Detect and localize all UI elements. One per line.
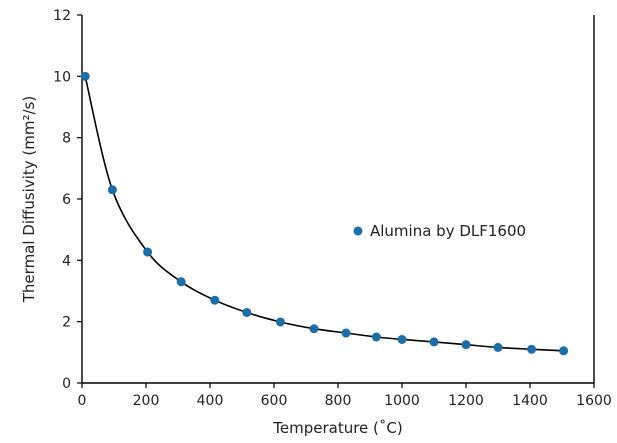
- x-tick-label: 1400: [512, 393, 548, 409]
- x-axis-title: Temperature (˚C): [272, 419, 402, 437]
- axes-layer: [81, 15, 595, 384]
- x-tick-label: 400: [197, 393, 224, 409]
- data-point: [559, 346, 569, 356]
- data-points-layer: [80, 71, 569, 356]
- fit-line-layer: [84, 76, 564, 352]
- data-point: [176, 277, 186, 287]
- x-tick-label: 200: [133, 393, 160, 409]
- ticks-layer: 0 200 400 600 800 1000 1200 1400 1600 0 2 4 6 8 10 12: [53, 8, 612, 409]
- x-tick-label: 800: [325, 393, 352, 409]
- legend-label: Alumina by DLF1600: [370, 222, 526, 240]
- data-point: [143, 247, 153, 257]
- data-point: [80, 71, 90, 81]
- data-point: [429, 337, 439, 347]
- y-tick-label: 12: [53, 8, 71, 24]
- data-point: [107, 185, 117, 195]
- data-point: [309, 324, 319, 334]
- x-tick-label: 1000: [384, 393, 420, 409]
- x-tick-label: 0: [78, 393, 87, 409]
- data-point: [210, 295, 220, 305]
- data-point: [242, 307, 252, 317]
- y-tick-label: 0: [62, 376, 71, 392]
- data-point: [493, 342, 503, 352]
- y-tick-label: 6: [62, 192, 71, 208]
- x-tick-label: 1200: [448, 393, 484, 409]
- data-point: [371, 332, 381, 342]
- legend-marker: [353, 226, 363, 236]
- legend: Alumina by DLF1600: [353, 222, 526, 240]
- data-point: [397, 334, 407, 344]
- data-point: [461, 340, 471, 350]
- x-tick-label: 1600: [576, 393, 612, 409]
- fit-curve: [84, 76, 564, 352]
- y-tick-label: 4: [62, 253, 71, 269]
- x-tick-label: 600: [261, 393, 288, 409]
- data-point: [341, 328, 351, 338]
- y-tick-label: 10: [53, 69, 71, 85]
- data-point: [275, 317, 285, 327]
- y-tick-label: 2: [62, 315, 71, 331]
- data-point: [527, 344, 537, 354]
- y-axis-title: Thermal Diffusivity (mm²/s): [20, 96, 38, 303]
- y-tick-label: 8: [62, 131, 71, 147]
